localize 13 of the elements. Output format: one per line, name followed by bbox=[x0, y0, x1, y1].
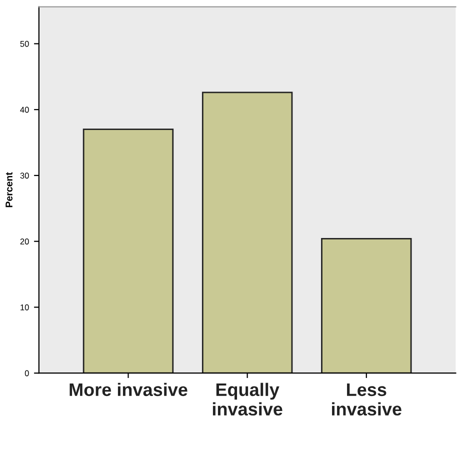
y-tick-label: 30 bbox=[20, 172, 29, 179]
y-tick-label: 50 bbox=[20, 40, 29, 47]
x-tick-label: Less invasive bbox=[332, 383, 402, 416]
bar bbox=[202, 92, 293, 374]
y-tick-label: 10 bbox=[20, 304, 29, 310]
x-tick-label: More invasive bbox=[70, 382, 188, 396]
y-tick-label: 20 bbox=[20, 238, 29, 244]
y-tick-label: 40 bbox=[20, 106, 29, 113]
x-tick-label: Equally invasive bbox=[212, 382, 282, 416]
bar bbox=[82, 128, 174, 374]
bar bbox=[321, 238, 412, 374]
y-tick-label: 0 bbox=[24, 370, 29, 376]
y-axis-title: Percent bbox=[6, 172, 12, 208]
